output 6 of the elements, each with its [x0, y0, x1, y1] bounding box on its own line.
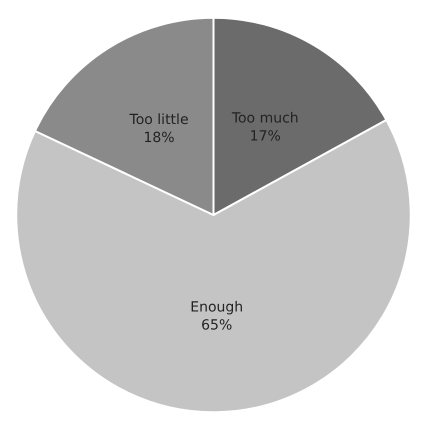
- data-label: 18%: [143, 130, 175, 146]
- slice-label: Too much: [230, 110, 299, 127]
- slice-label: Enough: [190, 300, 244, 316]
- data-label: 65%: [201, 318, 232, 334]
- data-label: 17%: [250, 128, 281, 145]
- slice-label: Too little: [128, 112, 189, 128]
